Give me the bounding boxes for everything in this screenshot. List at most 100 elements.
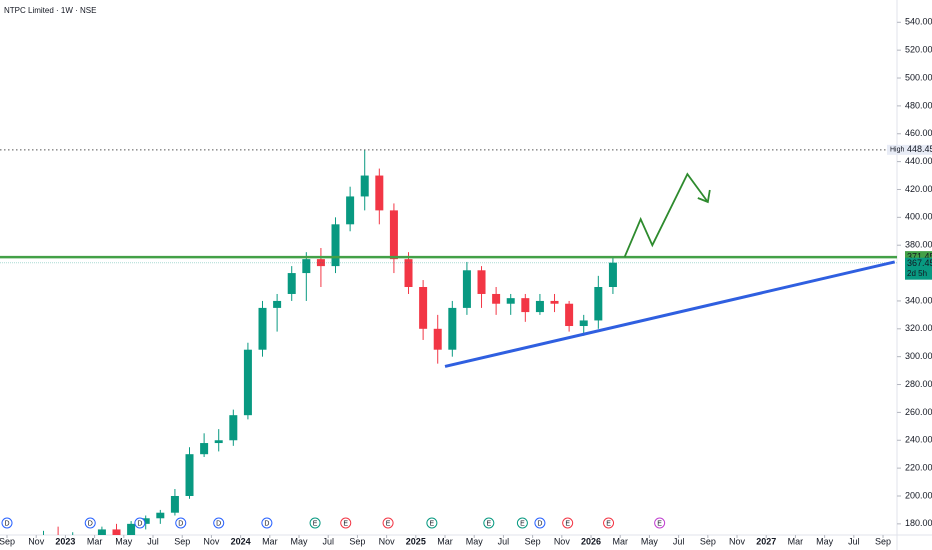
y-tick-label: 280.00 — [905, 379, 932, 389]
x-tick-label: Jul — [322, 536, 334, 546]
level-value-box — [905, 251, 932, 263]
event-label: E — [606, 520, 611, 527]
candle-body — [258, 307, 267, 350]
event-label: E — [386, 520, 391, 527]
x-tick-label: Sep — [349, 536, 365, 546]
x-tick-label: Sep — [700, 536, 716, 546]
y-tick-label: 420.00 — [905, 184, 932, 194]
candle-body — [360, 175, 369, 197]
x-tick-label: Mar — [788, 536, 804, 546]
x-tick-label: Sep — [174, 536, 190, 546]
candle-body — [448, 307, 457, 350]
x-tick-label: 2026 — [581, 536, 601, 546]
y-tick-label: 320.00 — [905, 323, 932, 333]
x-tick-label: Sep — [525, 536, 541, 546]
y-tick-label: 480.00 — [905, 100, 932, 110]
candle-body — [214, 440, 223, 444]
event-marker — [309, 517, 321, 529]
candle-body — [419, 287, 428, 329]
candle-body — [287, 273, 296, 294]
x-tick-label: May — [291, 536, 309, 546]
event-marker — [603, 517, 615, 529]
candle-body — [331, 224, 340, 267]
event-marker — [175, 517, 187, 529]
x-tick-label: Mar — [87, 536, 103, 546]
event-label: E — [313, 520, 318, 527]
event-label: D — [137, 520, 142, 527]
y-tick-label: 400.00 — [905, 212, 932, 222]
x-tick-label: Mar — [262, 536, 278, 546]
event-label: E — [565, 520, 570, 527]
y-tick-label: 520.00 — [905, 45, 932, 55]
candle-body — [112, 529, 121, 535]
event-marker — [340, 517, 352, 529]
event-label: E — [343, 520, 348, 527]
event-marker — [84, 517, 96, 529]
x-tick-label: Nov — [729, 536, 746, 546]
event-label: E — [486, 520, 491, 527]
y-tick-label: 260.00 — [905, 407, 932, 417]
x-tick-label: Nov — [28, 536, 45, 546]
candle-body — [229, 415, 238, 441]
candle-body — [404, 259, 413, 288]
candle-body — [492, 293, 501, 304]
candle-body — [170, 495, 179, 513]
x-tick-label: 2027 — [756, 536, 776, 546]
x-tick-label: 2025 — [406, 536, 426, 546]
event-marker — [261, 517, 273, 529]
event-marker — [213, 517, 225, 529]
candle-body — [550, 300, 559, 304]
y-tick-label: 220.00 — [905, 463, 932, 473]
x-tick-label: Jul — [498, 536, 510, 546]
high-label-box — [887, 144, 905, 155]
candle-body — [462, 270, 471, 308]
event-marker — [516, 517, 528, 529]
event-marker — [382, 517, 394, 529]
y-tick-label: 300.00 — [905, 351, 932, 361]
x-tick-label: 2024 — [231, 536, 251, 546]
candle-body — [156, 512, 165, 519]
y-tick-label: 540.00 — [905, 17, 932, 27]
event-label: D — [178, 520, 183, 527]
x-tick-label: Nov — [203, 536, 220, 546]
x-tick-label: Jul — [673, 536, 685, 546]
event-label: E — [520, 520, 525, 527]
projection-path — [623, 172, 709, 258]
event-label: E — [430, 520, 435, 527]
x-tick-label: Sep — [0, 536, 15, 546]
candle-body — [521, 298, 530, 313]
event-label: D — [537, 520, 542, 527]
candle-body — [608, 262, 617, 288]
candle-body — [535, 300, 544, 313]
level-value: 371.45 — [907, 251, 932, 261]
y-tick-label: 180.00 — [905, 518, 932, 528]
y-tick-label: 500.00 — [905, 72, 932, 82]
event-marker — [562, 517, 574, 529]
high-value-box — [905, 144, 932, 155]
chart-title: NTPC Limited · 1W · NSE — [4, 6, 96, 15]
candle-body — [565, 303, 574, 327]
candle-body — [477, 270, 486, 294]
trend-line — [444, 260, 896, 368]
candle-body — [375, 175, 384, 211]
x-tick-label: Mar — [612, 536, 628, 546]
candle-body — [273, 300, 282, 308]
x-tick-label: May — [115, 536, 133, 546]
y-tick-label: 440.00 — [905, 156, 932, 166]
candle-body — [302, 259, 311, 274]
x-tick-label: Mar — [437, 536, 453, 546]
high-value: 448.45 — [907, 144, 932, 154]
event-label: D — [4, 520, 9, 527]
x-tick-label: Nov — [554, 536, 571, 546]
y-tick-label: 240.00 — [905, 435, 932, 445]
candle-body — [433, 328, 442, 350]
last-price-box — [905, 257, 932, 280]
x-tick-label: Sep — [875, 536, 891, 546]
x-tick-label: Nov — [379, 536, 396, 546]
candle-body — [185, 454, 194, 496]
y-tick-label: 340.00 — [905, 295, 932, 305]
event-marker — [426, 517, 438, 529]
projection-arrowhead — [697, 189, 711, 204]
candle-body — [346, 196, 355, 225]
candle-body — [97, 529, 106, 535]
